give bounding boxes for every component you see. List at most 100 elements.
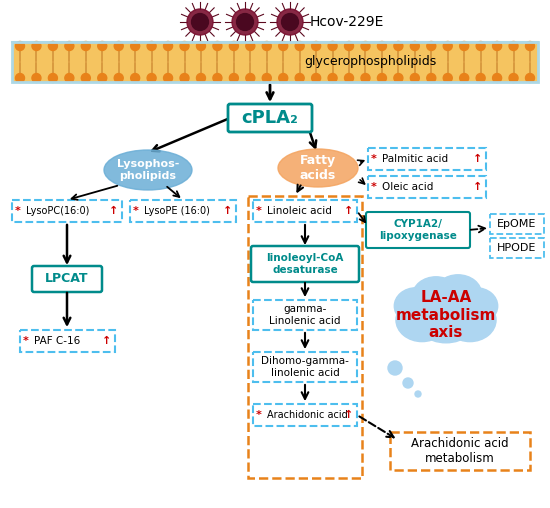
FancyBboxPatch shape xyxy=(228,104,312,132)
FancyBboxPatch shape xyxy=(12,200,122,222)
Circle shape xyxy=(403,378,413,388)
Circle shape xyxy=(410,42,419,50)
Text: ↑: ↑ xyxy=(344,206,354,216)
Ellipse shape xyxy=(396,298,448,341)
FancyBboxPatch shape xyxy=(20,330,115,352)
Circle shape xyxy=(493,42,502,50)
FancyBboxPatch shape xyxy=(253,404,357,426)
Circle shape xyxy=(15,74,25,82)
Text: ↑: ↑ xyxy=(102,336,112,346)
FancyBboxPatch shape xyxy=(366,212,470,248)
Circle shape xyxy=(32,42,41,50)
Text: Fatty
acids: Fatty acids xyxy=(300,154,336,182)
Text: Hcov-229E: Hcov-229E xyxy=(310,15,384,29)
Text: LPCAT: LPCAT xyxy=(45,272,89,285)
Circle shape xyxy=(312,74,321,82)
Circle shape xyxy=(394,42,403,50)
Circle shape xyxy=(377,74,387,82)
Text: Arachidonic acid
metabolism: Arachidonic acid metabolism xyxy=(411,437,509,465)
Circle shape xyxy=(187,9,213,35)
Circle shape xyxy=(415,391,421,397)
Circle shape xyxy=(262,74,271,82)
Ellipse shape xyxy=(104,150,192,190)
Circle shape xyxy=(427,42,436,50)
Text: PAF C-16: PAF C-16 xyxy=(34,336,80,346)
Circle shape xyxy=(48,42,57,50)
Circle shape xyxy=(279,74,288,82)
Text: Arachidonic acid: Arachidonic acid xyxy=(267,410,348,420)
Circle shape xyxy=(114,74,123,82)
Text: ↑: ↑ xyxy=(344,410,354,420)
FancyBboxPatch shape xyxy=(253,200,357,222)
Circle shape xyxy=(232,9,258,35)
FancyBboxPatch shape xyxy=(368,176,486,198)
Circle shape xyxy=(476,42,485,50)
Circle shape xyxy=(147,42,156,50)
Circle shape xyxy=(394,74,403,82)
Text: LysoPE (16:0): LysoPE (16:0) xyxy=(144,206,210,216)
Circle shape xyxy=(410,74,419,82)
Text: linoleoyl-CoA
desaturase: linoleoyl-CoA desaturase xyxy=(266,253,344,275)
Text: Lysophos-
pholipids: Lysophos- pholipids xyxy=(117,159,179,181)
FancyBboxPatch shape xyxy=(12,42,538,82)
Text: ↑: ↑ xyxy=(223,206,233,216)
Text: Palmitic acid: Palmitic acid xyxy=(382,154,448,164)
Ellipse shape xyxy=(412,277,460,315)
Text: ↑: ↑ xyxy=(474,182,483,192)
Text: ↑: ↑ xyxy=(474,154,483,164)
Circle shape xyxy=(65,74,74,82)
Circle shape xyxy=(525,74,535,82)
Ellipse shape xyxy=(454,288,498,324)
Text: Dihomo-gamma-
linolenic acid: Dihomo-gamma- linolenic acid xyxy=(261,356,349,378)
FancyBboxPatch shape xyxy=(253,300,357,330)
Circle shape xyxy=(32,74,41,82)
Circle shape xyxy=(509,74,518,82)
Circle shape xyxy=(229,42,238,50)
Circle shape xyxy=(443,42,452,50)
Circle shape xyxy=(213,42,222,50)
Text: HPODE: HPODE xyxy=(497,243,537,253)
FancyBboxPatch shape xyxy=(130,200,236,222)
Circle shape xyxy=(262,42,271,50)
Circle shape xyxy=(344,42,354,50)
Circle shape xyxy=(460,42,469,50)
Text: cPLA₂: cPLA₂ xyxy=(241,109,299,127)
Circle shape xyxy=(312,42,321,50)
Circle shape xyxy=(81,42,90,50)
Circle shape xyxy=(476,74,485,82)
Circle shape xyxy=(163,42,173,50)
Ellipse shape xyxy=(278,149,358,187)
Circle shape xyxy=(344,74,354,82)
Circle shape xyxy=(328,42,337,50)
Circle shape xyxy=(361,42,370,50)
Text: LysoPC(16:0): LysoPC(16:0) xyxy=(26,206,89,216)
FancyBboxPatch shape xyxy=(368,148,486,170)
Circle shape xyxy=(180,74,189,82)
Circle shape xyxy=(191,14,208,30)
Circle shape xyxy=(328,74,337,82)
Circle shape xyxy=(98,42,107,50)
FancyBboxPatch shape xyxy=(251,246,359,282)
Circle shape xyxy=(180,42,189,50)
FancyBboxPatch shape xyxy=(490,214,544,234)
Text: EpOME: EpOME xyxy=(497,219,537,229)
Text: CYP1A2/
lipoxygenase: CYP1A2/ lipoxygenase xyxy=(379,219,457,241)
Text: *: * xyxy=(256,206,262,216)
Circle shape xyxy=(48,74,57,82)
Text: *: * xyxy=(371,154,377,164)
Circle shape xyxy=(147,74,156,82)
Text: *: * xyxy=(256,410,262,420)
Ellipse shape xyxy=(434,275,482,313)
Circle shape xyxy=(114,42,123,50)
Circle shape xyxy=(196,42,206,50)
Circle shape xyxy=(493,74,502,82)
Circle shape xyxy=(15,42,25,50)
FancyBboxPatch shape xyxy=(248,196,362,478)
Circle shape xyxy=(65,42,74,50)
FancyBboxPatch shape xyxy=(253,352,357,382)
Circle shape xyxy=(229,74,238,82)
Circle shape xyxy=(427,74,436,82)
Circle shape xyxy=(460,74,469,82)
Circle shape xyxy=(377,42,387,50)
Ellipse shape xyxy=(444,298,496,341)
